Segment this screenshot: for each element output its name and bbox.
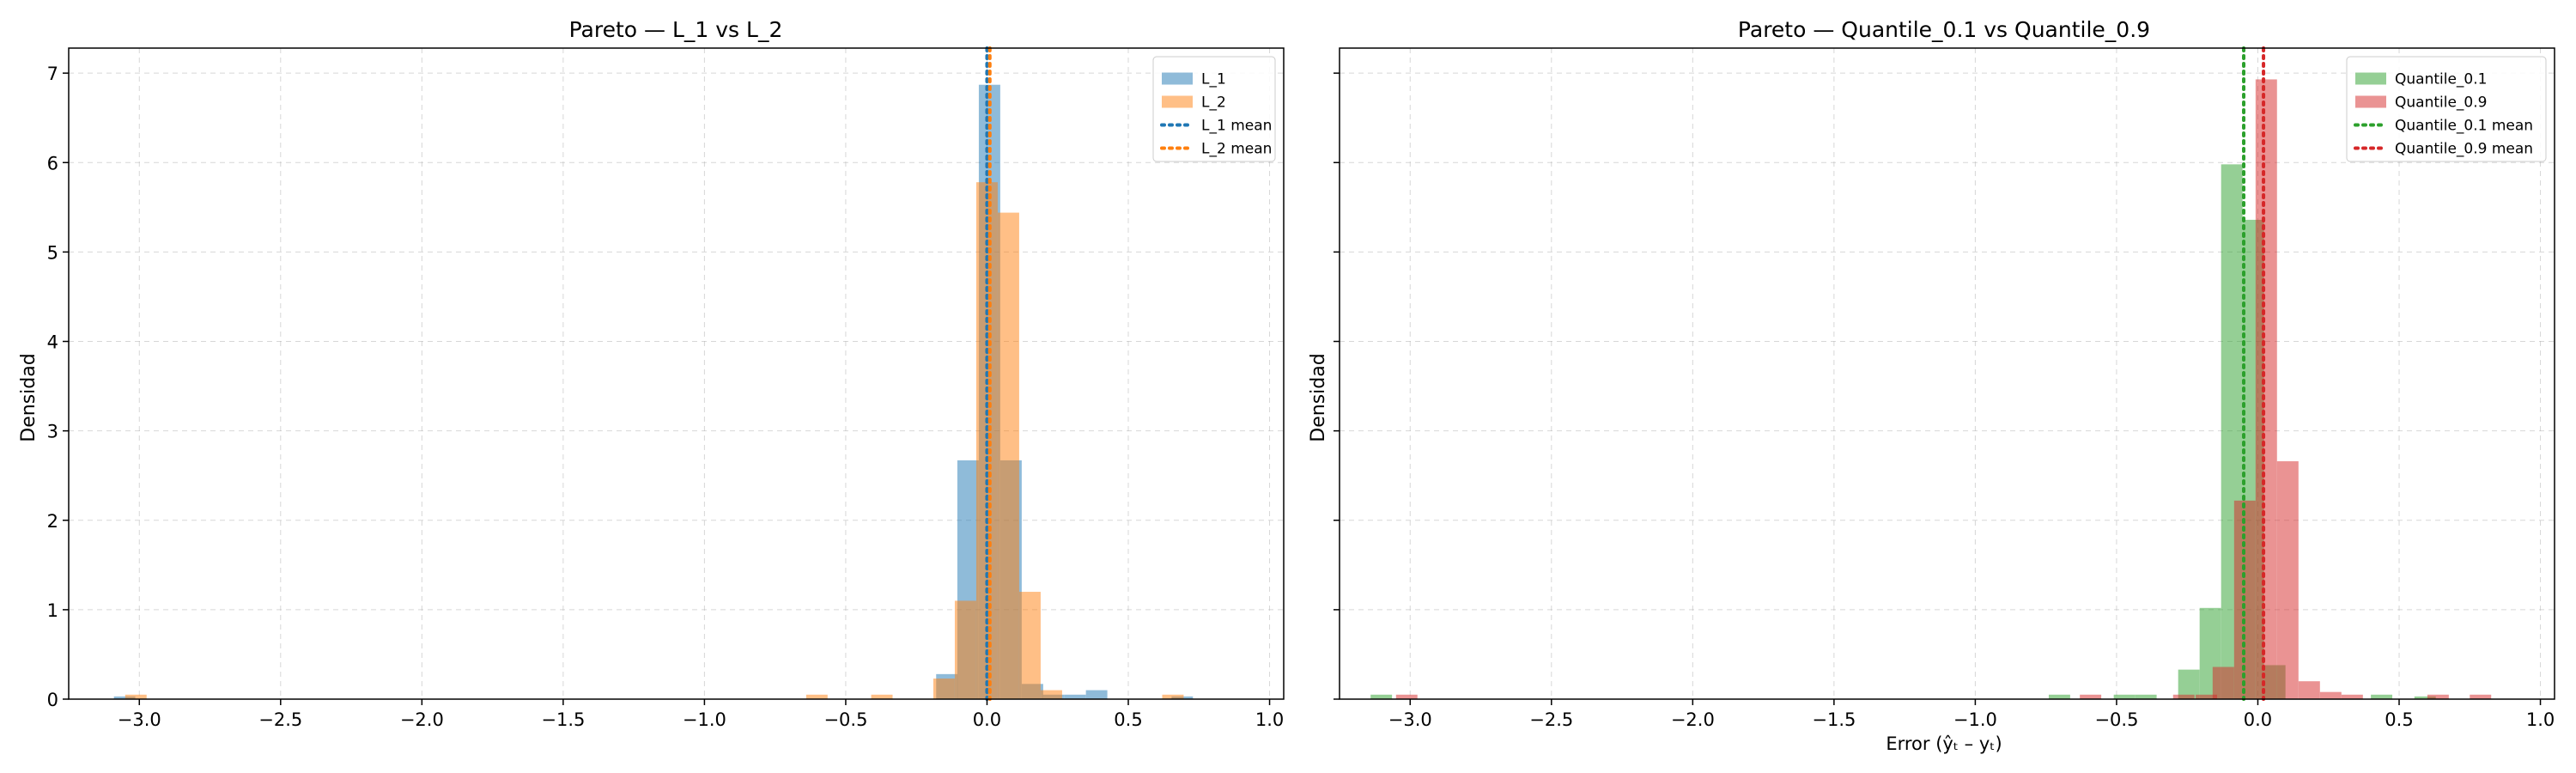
right-x-tick-label: −2.0 xyxy=(1671,709,1715,730)
right-series-1-bar xyxy=(2427,694,2449,699)
left-series-1-bar xyxy=(125,694,147,699)
left-y-tick-label: 3 xyxy=(47,422,58,442)
left-panel-y-axis-label: Densidad xyxy=(18,353,39,441)
left-panel: Pareto — L_1 vs L_2 Densidad −3.0 −2.5 −2.… xyxy=(18,17,1285,730)
left-x-tick-label: −2.5 xyxy=(258,709,302,730)
left-x-tick-label: 0.0 xyxy=(973,709,1001,730)
right-legend-label: Quantile_0.9 xyxy=(2395,94,2487,112)
left-series-1-bar xyxy=(933,679,955,699)
right-axes-frame xyxy=(1339,47,2555,700)
left-y-tick-label: 4 xyxy=(47,332,58,353)
right-series-1-bar xyxy=(2080,694,2102,699)
right-series-0-bar xyxy=(2371,694,2393,699)
right-series-1-bar xyxy=(2255,79,2277,699)
right-series-1-bar xyxy=(2212,666,2234,699)
right-series-0-bar xyxy=(1370,694,1393,699)
left-panel-title: Pareto — L_1 vs L_2 xyxy=(569,17,783,42)
left-series-1-bar xyxy=(1041,690,1062,699)
right-legend-swatch xyxy=(2355,72,2386,85)
left-y-tick-label: 0 xyxy=(47,690,58,710)
right-series-0-bar xyxy=(2048,694,2070,699)
right-series-1-bar xyxy=(2196,694,2218,699)
left-x-tick-label: 1.0 xyxy=(1255,709,1284,730)
left-legend-swatch xyxy=(1162,95,1193,108)
right-series-1-bar xyxy=(2341,694,2363,699)
left-series-0-bar xyxy=(113,696,136,699)
left-series-1-bar xyxy=(1162,694,1184,699)
right-panel: Pareto — Quantile_0.1 vs Quantile_0.9 De… xyxy=(1308,17,2555,754)
left-series-1-bar xyxy=(954,600,976,699)
right-series-1-bar xyxy=(2470,694,2492,699)
left-y-tick-label: 5 xyxy=(47,242,58,263)
left-x-tick-label: −1.5 xyxy=(541,709,585,730)
right-x-tick-label: −1.0 xyxy=(1953,709,1997,730)
left-legend-label: L_1 mean xyxy=(1201,118,1272,135)
right-x-tick-label: 1.0 xyxy=(2526,709,2555,730)
right-legend: Quantile_0.1 Quantile_0.9 Quantile_0.1 mea… xyxy=(2346,56,2547,162)
left-axes-frame xyxy=(68,47,1285,700)
right-x-tick-label: 0.5 xyxy=(2385,709,2413,730)
right-legend-label: Quantile_0.1 mean xyxy=(2395,118,2533,135)
left-series-1-bar xyxy=(1018,592,1041,699)
left-y-tick-label: 7 xyxy=(47,64,58,84)
right-legend-label: Quantile_0.1 xyxy=(2395,71,2487,88)
right-x-tick-label: −3.0 xyxy=(1388,709,1432,730)
left-x-tick-label: 0.5 xyxy=(1114,709,1142,730)
left-series-1-bar xyxy=(997,212,1019,700)
right-series-0-bar xyxy=(2135,694,2157,699)
right-series-1-bar xyxy=(1395,694,1418,699)
left-x-tick-label: −1.0 xyxy=(683,709,726,730)
left-series-1-bar xyxy=(805,694,828,699)
left-y-tick-label: 6 xyxy=(47,153,58,173)
right-series-0-bar xyxy=(2178,669,2200,699)
left-series-1-bar xyxy=(871,694,893,699)
left-y-tick-label: 2 xyxy=(47,511,58,532)
right-panel-y-axis-label: Densidad xyxy=(1308,353,1329,441)
right-series-1-bar xyxy=(2298,681,2320,699)
right-series-1-bar xyxy=(2319,691,2342,699)
right-legend-swatch xyxy=(2355,95,2386,108)
right-legend-label: Quantile_0.9 mean xyxy=(2395,141,2533,158)
right-legend-box xyxy=(2346,56,2547,162)
left-legend-label: L_2 xyxy=(1201,94,1226,112)
left-legend-swatch xyxy=(1162,72,1193,85)
left-x-tick-label: −0.5 xyxy=(823,709,867,730)
right-x-tick-label: −1.5 xyxy=(1812,709,1856,730)
right-panel-x-axis-label: Error (ŷₜ – yₜ) xyxy=(1886,733,2002,754)
left-y-tick-label: 1 xyxy=(47,600,58,621)
right-x-tick-label: −2.5 xyxy=(1529,709,1573,730)
left-series-0-bar xyxy=(1085,690,1108,699)
right-series-1-bar xyxy=(2172,694,2195,699)
left-legend-label: L_2 mean xyxy=(1201,141,1272,158)
left-legend-label: L_1 xyxy=(1201,71,1226,88)
right-series-1-bar xyxy=(2276,461,2299,699)
right-x-tick-label: 0.0 xyxy=(2244,709,2272,730)
right-x-tick-label: −0.5 xyxy=(2094,709,2138,730)
left-legend: L_1 L_2 L_1 mean L_2 mean xyxy=(1152,56,1276,162)
right-series-0-bar xyxy=(2113,694,2136,699)
left-series-0-bar xyxy=(1064,694,1086,699)
right-series-0-bar xyxy=(2414,696,2436,699)
left-x-tick-label: −3.0 xyxy=(118,709,161,730)
right-panel-title: Pareto — Quantile_0.1 vs Quantile_0.9 xyxy=(1738,17,2150,42)
left-x-tick-label: −2.0 xyxy=(400,709,444,730)
